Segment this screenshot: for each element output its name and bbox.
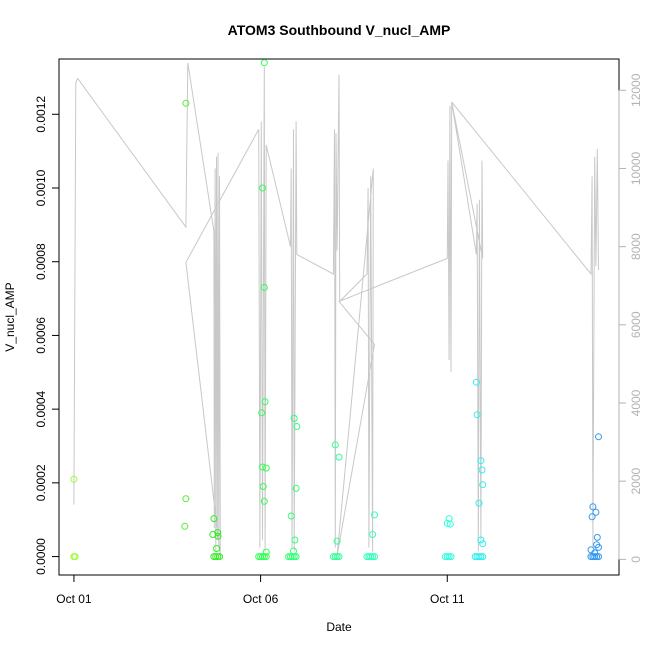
- data-point: [182, 99, 190, 107]
- data-point: [216, 553, 223, 561]
- x-tick-label: Oct 01: [56, 592, 92, 606]
- data-point: [593, 553, 601, 561]
- points-layer: [70, 59, 602, 561]
- left-tick-label: 0.0002: [34, 464, 48, 501]
- data-point: [331, 441, 339, 449]
- data-point: [591, 549, 599, 557]
- data-point: [260, 59, 268, 67]
- data-point: [260, 553, 268, 561]
- data-point: [477, 457, 485, 465]
- x-axis-label: Date: [326, 620, 352, 634]
- data-point: [259, 184, 266, 192]
- secondary-series-line: [73, 62, 599, 556]
- data-point: [591, 553, 599, 561]
- right-tick-label: 6000: [629, 311, 643, 338]
- right-tick-label: 0: [629, 556, 643, 563]
- data-point: [369, 553, 377, 561]
- data-point: [290, 553, 298, 561]
- data-point: [262, 464, 270, 472]
- data-point: [589, 503, 597, 511]
- data-point: [335, 453, 343, 461]
- right-tick-label: 4000: [629, 389, 643, 416]
- left-tick-label: 0.0008: [34, 243, 48, 280]
- data-point: [260, 284, 268, 291]
- data-point: [478, 466, 486, 474]
- data-point: [475, 553, 483, 561]
- left-tick-label: 0.0004: [34, 390, 48, 427]
- data-point: [182, 495, 190, 503]
- data-point: [259, 463, 266, 471]
- data-point: [292, 553, 300, 561]
- data-point: [479, 553, 487, 561]
- data-point: [262, 548, 270, 556]
- data-point: [212, 553, 220, 561]
- data-point: [291, 536, 299, 544]
- data-point: [260, 497, 268, 505]
- data-point: [262, 553, 270, 561]
- data-point: [475, 499, 483, 507]
- data-point: [333, 537, 341, 545]
- data-point: [473, 411, 481, 419]
- data-point: [181, 522, 189, 530]
- data-point: [214, 532, 222, 540]
- data-point: [595, 553, 602, 561]
- data-point: [210, 515, 218, 523]
- data-point: [367, 553, 375, 561]
- data-point: [593, 533, 601, 541]
- right-tick-label: 8000: [629, 233, 643, 260]
- data-point: [371, 511, 378, 519]
- data-point: [445, 553, 453, 561]
- data-point: [258, 409, 266, 417]
- data-point: [472, 378, 480, 386]
- data-point: [371, 553, 378, 561]
- data-point: [588, 513, 596, 521]
- data-point: [288, 553, 296, 561]
- data-point: [333, 553, 341, 561]
- x-axis: Oct 01 Oct 06 Oct 11: [56, 574, 465, 606]
- data-point: [595, 433, 602, 441]
- left-tick-label: 0.0000: [34, 538, 48, 575]
- y-axis-label: V_nucl_AMP: [3, 282, 17, 351]
- data-point: [592, 508, 600, 516]
- right-tick-label: 12000: [629, 73, 643, 107]
- secondary-line-layer: [73, 62, 599, 556]
- data-point: [261, 398, 269, 406]
- data-point: [213, 545, 220, 552]
- data-point: [71, 553, 79, 561]
- left-y-axis: 0.0000 0.0002 0.0004 0.0006 0.0008 0.0010 0.00…: [34, 96, 60, 575]
- data-point: [369, 531, 377, 538]
- data-point: [293, 423, 301, 430]
- data-point: [447, 553, 455, 561]
- x-tick-label: Oct 06: [243, 592, 279, 606]
- data-point: [595, 543, 602, 551]
- left-tick-label: 0.0012: [34, 96, 48, 133]
- data-point: [292, 484, 300, 492]
- data-point: [477, 536, 485, 544]
- data-point: [290, 547, 297, 555]
- right-tick-label: 2000: [629, 468, 643, 495]
- right-tick-label: 10000: [629, 151, 643, 185]
- data-point: [214, 529, 222, 537]
- data-point: [335, 553, 343, 561]
- left-tick-label: 0.0006: [34, 317, 48, 354]
- x-tick-label: Oct 11: [430, 592, 465, 606]
- right-y-axis: 0 2000 4000 6000 8000 10000 12000: [618, 73, 643, 563]
- data-point: [479, 481, 487, 489]
- data-point: [259, 483, 267, 490]
- data-point: [443, 519, 451, 527]
- data-point: [290, 414, 298, 422]
- data-point: [446, 520, 454, 528]
- left-tick-label: 0.0010: [34, 169, 48, 206]
- data-point: [479, 540, 487, 548]
- chart-title: ATOM3 Southbound V_nucl_AMP: [228, 22, 451, 38]
- data-point: [70, 475, 78, 483]
- data-point: [287, 512, 295, 520]
